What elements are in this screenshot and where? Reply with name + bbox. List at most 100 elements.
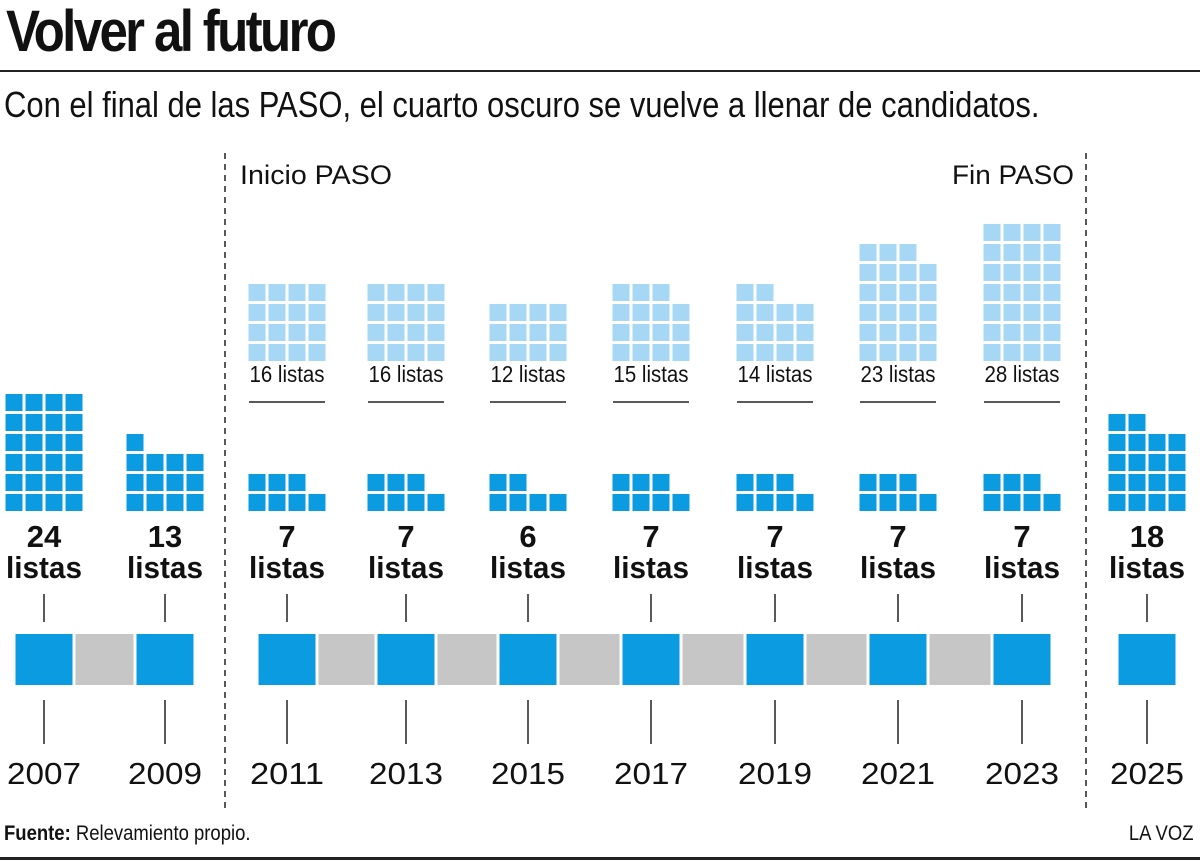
paso-2015-unit-0 — [489, 344, 507, 361]
paso-2019-unit-7 — [796, 324, 814, 341]
general-2025-unit-15 — [1168, 434, 1186, 451]
paso-2023-unit-16 — [983, 264, 1001, 281]
general-count-2017: 7 — [642, 519, 659, 554]
general-2013-unit-3 — [427, 494, 445, 511]
general-2011-unit-1 — [268, 494, 286, 511]
paso-2023-unit-12 — [983, 284, 1001, 301]
general-2007-unit-13 — [25, 434, 43, 451]
paso-2023-unit-21 — [1003, 244, 1021, 261]
paso-2011-unit-1 — [268, 344, 286, 361]
paso-2019-unit-5 — [756, 324, 774, 341]
general-2021-unit-4 — [859, 474, 877, 491]
timeline-gap-2015 — [559, 634, 620, 685]
paso-2013-unit-11 — [427, 304, 445, 321]
paso-2019-unit-11 — [796, 304, 814, 321]
general-2009-unit-5 — [146, 474, 164, 491]
paso-2017-unit-11 — [672, 304, 690, 321]
brand-credit: LA VOZ — [1129, 822, 1194, 845]
timeline-segment-2011 — [258, 634, 316, 685]
paso-2023-unit-27 — [1043, 224, 1061, 241]
general-2015-unit-0 — [489, 494, 507, 511]
paso-2011-unit-12 — [248, 284, 266, 301]
paso-2013-unit-8 — [367, 304, 385, 321]
paso-2019-unit-6 — [776, 324, 794, 341]
general-2025-unit-4 — [1108, 474, 1126, 491]
timeline-segment-2025 — [1118, 634, 1176, 685]
paso-2011-unit-3 — [308, 344, 326, 361]
paso-2011-unit-13 — [268, 284, 286, 301]
general-2007-unit-7 — [65, 474, 83, 491]
general-2017-unit-0 — [612, 494, 630, 511]
general-unit-2021: listas — [860, 550, 936, 585]
paso-2011-unit-14 — [288, 284, 306, 301]
year-label-2011: 2011 — [250, 756, 324, 791]
paso-2023-unit-6 — [1023, 324, 1041, 341]
paso-2023-unit-4 — [983, 324, 1001, 341]
general-2007-unit-11 — [65, 454, 83, 471]
page-title: Volver al futuro — [6, 0, 337, 64]
general-2019-unit-1 — [756, 494, 774, 511]
general-2023-unit-1 — [1003, 494, 1021, 511]
paso-2023-unit-17 — [1003, 264, 1021, 281]
general-2025-unit-0 — [1108, 494, 1126, 511]
paso-2021-unit-13 — [879, 284, 897, 301]
general-unit-2019: listas — [737, 550, 813, 585]
general-2025-unit-1 — [1128, 494, 1146, 511]
paso-2019-unit-9 — [756, 304, 774, 321]
general-unit-2007: listas — [6, 550, 82, 585]
general-2007-unit-4 — [5, 474, 23, 491]
general-unit-2011: listas — [249, 550, 325, 585]
general-2019-unit-5 — [756, 474, 774, 491]
paso-2019-unit-12 — [736, 284, 754, 301]
paso-2023-unit-19 — [1043, 264, 1061, 281]
paso-count-label-2015: 12 listas — [491, 361, 566, 387]
general-2007-unit-21 — [25, 394, 43, 411]
paso-2013-unit-9 — [387, 304, 405, 321]
paso-2011-unit-10 — [288, 304, 306, 321]
general-2007-unit-6 — [45, 474, 63, 491]
general-count-2025: 18 — [1130, 519, 1164, 554]
source-text: Relevamiento propio. — [75, 822, 251, 845]
general-2009-unit-1 — [146, 494, 164, 511]
paso-2023-unit-18 — [1023, 264, 1041, 281]
paso-2015-unit-4 — [489, 324, 507, 341]
general-2007-unit-1 — [25, 494, 43, 511]
general-2017-unit-3 — [672, 494, 690, 511]
general-count-2021: 7 — [889, 519, 906, 554]
general-2025-unit-2 — [1148, 494, 1166, 511]
general-2023-unit-2 — [1023, 494, 1041, 511]
paso-2013-unit-1 — [387, 344, 405, 361]
year-label-2021: 2021 — [861, 756, 935, 791]
general-count-2019: 7 — [766, 519, 783, 554]
paso-2015-unit-8 — [489, 304, 507, 321]
paso-2015-unit-1 — [509, 344, 527, 361]
general-2013-unit-2 — [407, 494, 425, 511]
paso-2017-unit-7 — [672, 324, 690, 341]
general-unit-2025: listas — [1109, 550, 1185, 585]
paso-2011-unit-7 — [308, 324, 326, 341]
timeline-gap-2019 — [806, 634, 867, 685]
general-2007-unit-0 — [5, 494, 23, 511]
paso-2015-unit-10 — [529, 304, 547, 321]
paso-2023-unit-10 — [1023, 304, 1041, 321]
year-label-2007: 2007 — [7, 756, 81, 791]
paso-count-label-2021: 23 listas — [861, 361, 936, 387]
paso-2021-unit-7 — [919, 324, 937, 341]
general-count-2011: 7 — [278, 519, 295, 554]
timeline-gap-2007 — [75, 634, 134, 685]
paso-2015-unit-9 — [509, 304, 527, 321]
paso-2021-unit-22 — [899, 244, 917, 261]
general-2025-unit-13 — [1128, 434, 1146, 451]
paso-2021-unit-8 — [859, 304, 877, 321]
general-2007-unit-17 — [25, 414, 43, 431]
timeline-segment-2015 — [499, 634, 557, 685]
general-2019-unit-2 — [776, 494, 794, 511]
general-2015-unit-3 — [549, 494, 567, 511]
general-2021-unit-1 — [879, 494, 897, 511]
general-2007-unit-15 — [65, 434, 83, 451]
paso-2011-unit-15 — [308, 284, 326, 301]
paso-2011-unit-2 — [288, 344, 306, 361]
paso-2023-unit-20 — [983, 244, 1001, 261]
paso-2023-unit-26 — [1023, 224, 1041, 241]
paso-2021-unit-21 — [879, 244, 897, 261]
